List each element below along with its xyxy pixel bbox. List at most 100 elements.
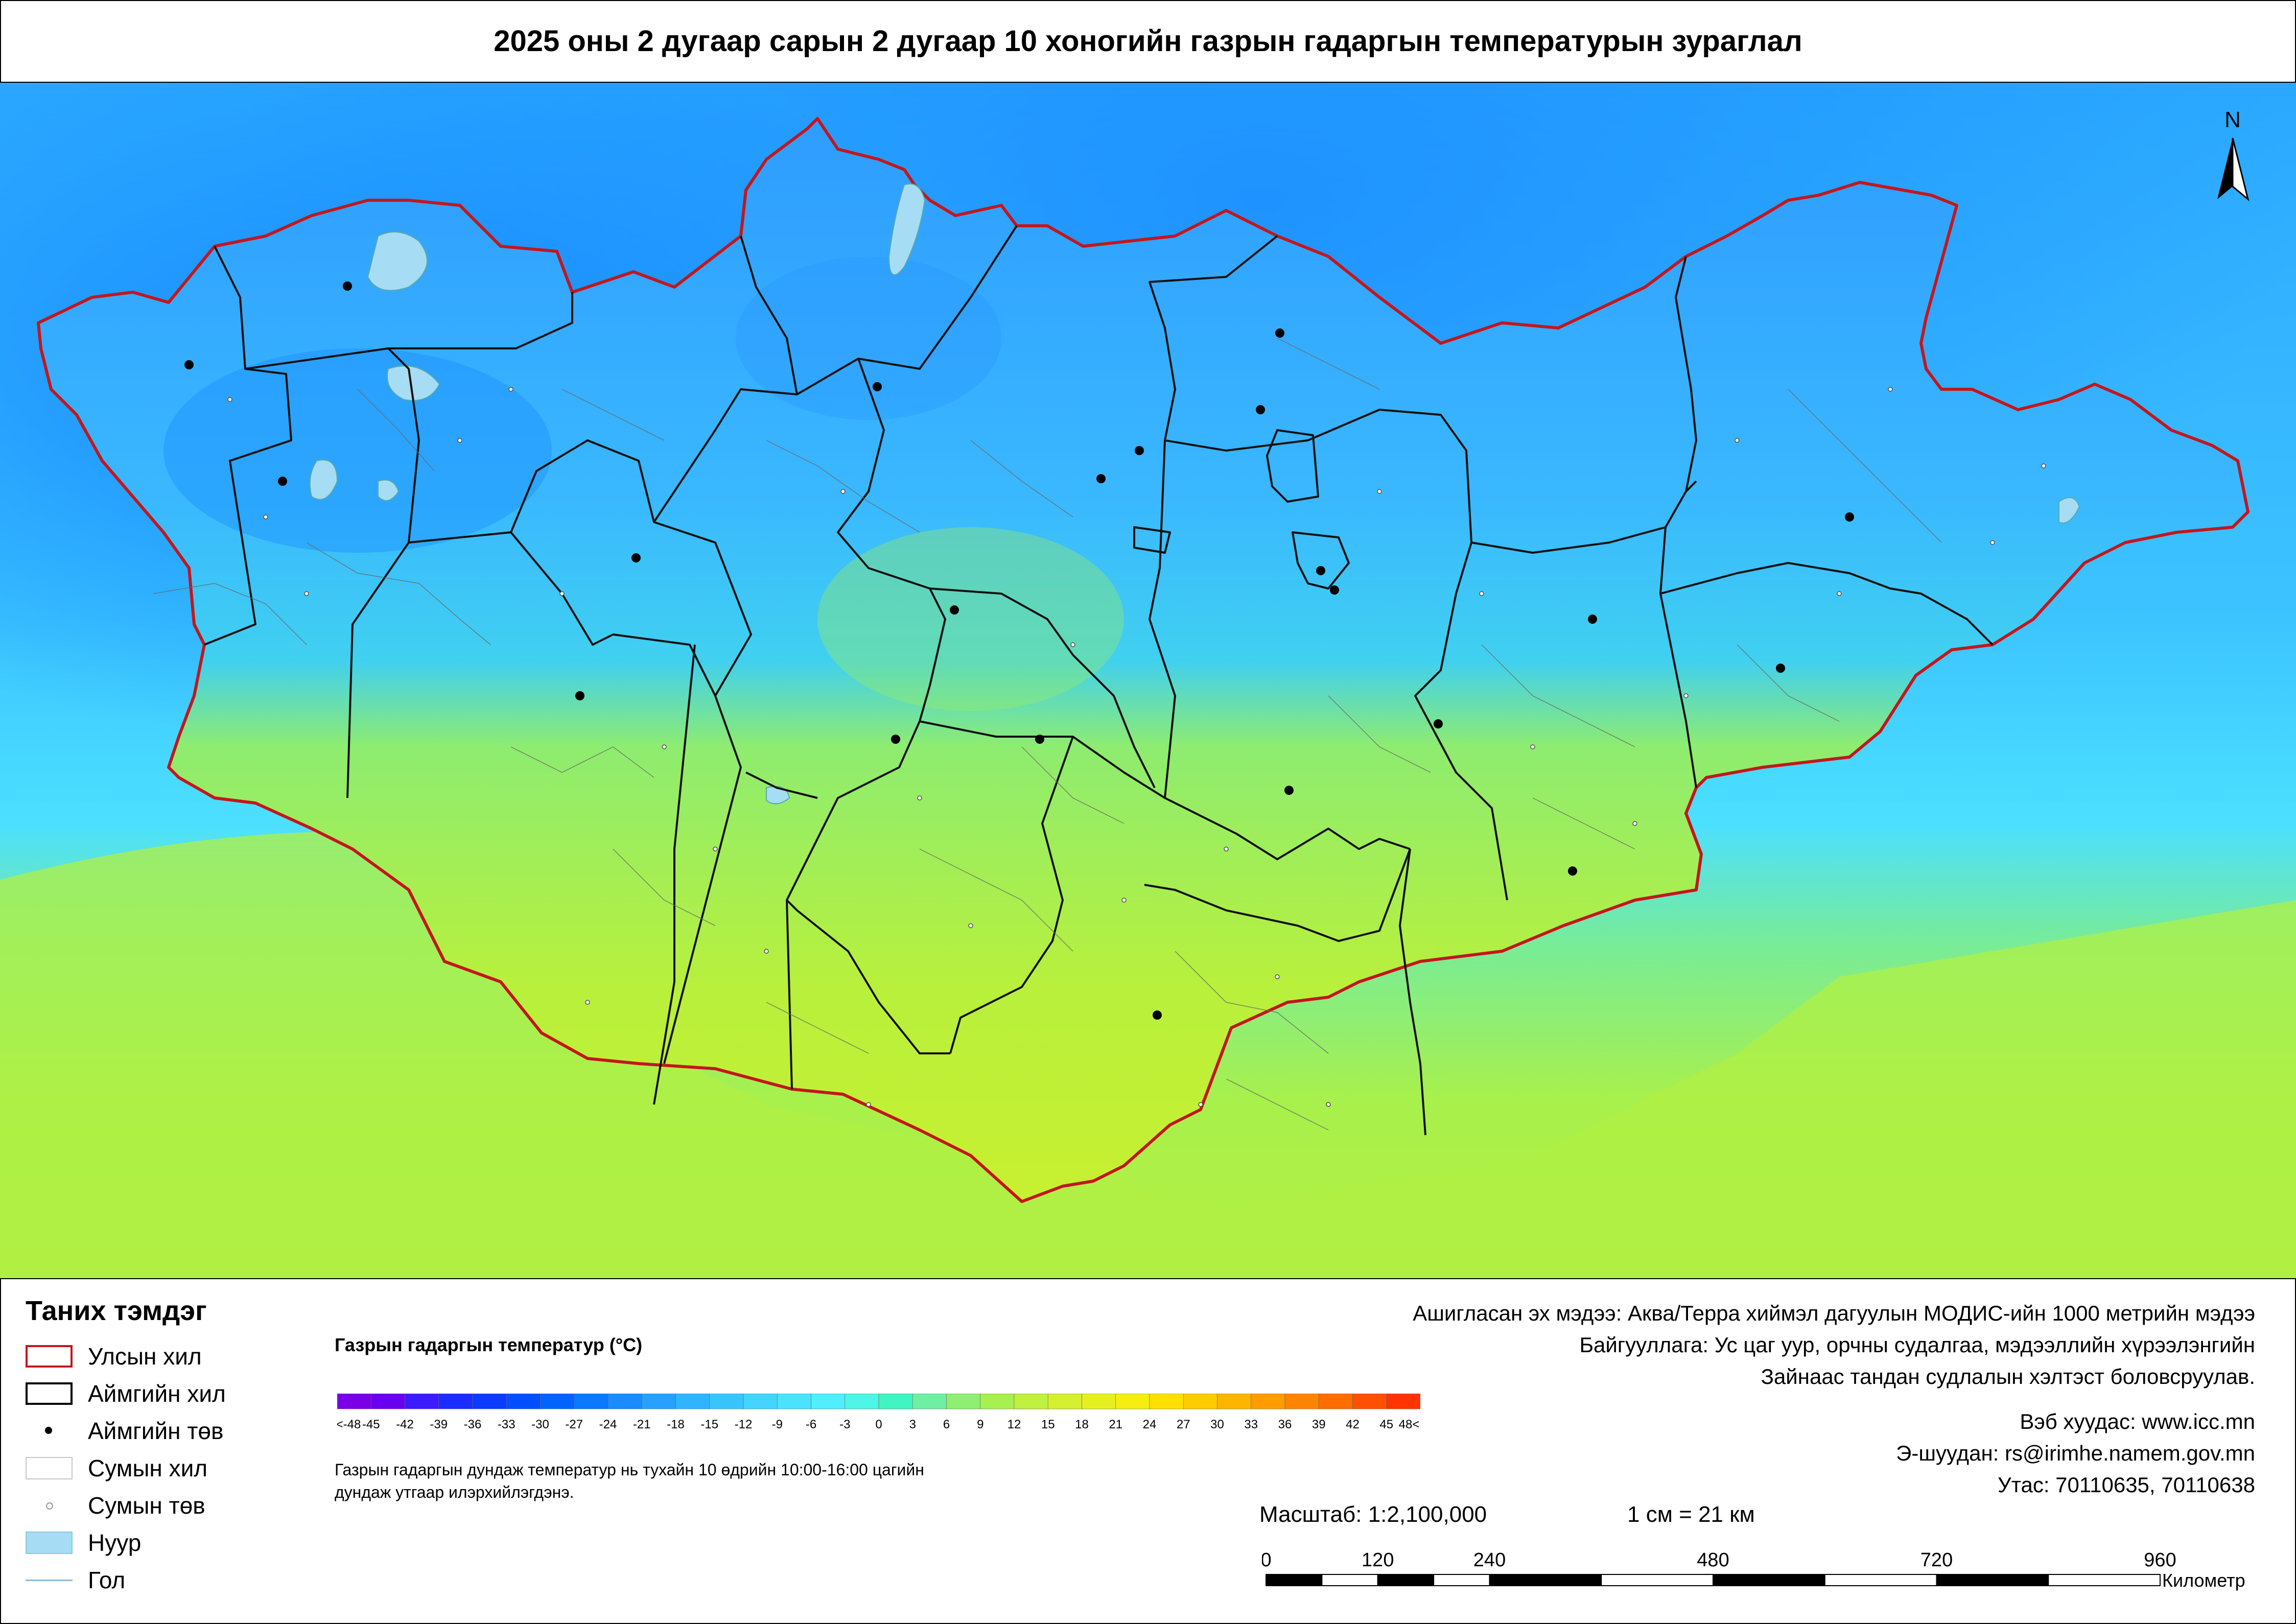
ramp-swatch <box>709 1394 744 1409</box>
ramp-tick-label: 3 <box>909 1418 916 1431</box>
province-center <box>1284 786 1294 795</box>
province-center <box>1035 735 1044 744</box>
ramp-swatch <box>370 1394 405 1409</box>
province-center <box>1096 474 1106 483</box>
scale-segment <box>1489 1574 1602 1586</box>
ramp-tick-label: 30 <box>1210 1418 1224 1431</box>
ramp-tick-label: 12 <box>1008 1418 1021 1431</box>
province-center <box>1275 328 1284 338</box>
province-center <box>1330 585 1339 595</box>
ramp-swatch <box>912 1394 947 1409</box>
ramp-tick-label: -6 <box>806 1418 816 1431</box>
scale-segment <box>2048 1574 2161 1586</box>
legend-item-province-center: Аймгийн төв <box>26 1416 223 1446</box>
ramp-swatch <box>1082 1394 1116 1409</box>
lake <box>367 231 428 291</box>
data-source: Ашигласан эх мэдээ: Аква/Терра хиймэл да… <box>1233 1298 2255 1393</box>
color-ramp-title: Газрын гадаргын температур (°C) <box>335 1334 643 1355</box>
warm-region-south <box>0 832 2296 1278</box>
ramp-tick-label: -12 <box>735 1418 753 1431</box>
ramp-swatch <box>438 1394 473 1409</box>
scale-unit: Километр <box>2162 1570 2245 1591</box>
soum-center-swatch <box>26 1494 73 1517</box>
color-ramp: <-48 -45 -42 -39 -36 -33 -30 -27 -24 -21 -18 -15 -12… <box>337 1394 1420 1431</box>
ramp-swatch <box>337 1394 371 1409</box>
scale-segment <box>1936 1574 2049 1586</box>
province-center <box>1776 664 1785 673</box>
ramp-swatch <box>777 1394 811 1409</box>
temperature-map <box>0 83 2296 1279</box>
ramp-tick-label: -21 <box>633 1418 651 1431</box>
lake <box>378 479 400 501</box>
legend-label: Сумын төв <box>88 1492 205 1519</box>
province-center-swatch <box>26 1420 73 1442</box>
ramp-tick-label: 39 <box>1312 1418 1326 1431</box>
map-title: 2025 оны 2 дугаар сарын 2 дугаар 10 хоно… <box>0 0 2296 83</box>
lake <box>2058 497 2080 524</box>
legend-item-river: Гол <box>26 1565 125 1595</box>
scale-segment <box>1321 1574 1378 1586</box>
legend-item-province-border: Аймгийн хил <box>26 1378 226 1409</box>
ramp-swatch <box>1014 1394 1048 1409</box>
cold-patch-altai <box>163 348 552 553</box>
province-center <box>575 691 584 700</box>
ramp-swatch <box>743 1394 778 1409</box>
warm-patch-khangai <box>817 527 1124 711</box>
ramp-tick-label: -33 <box>498 1418 516 1431</box>
state-border-swatch <box>26 1345 73 1368</box>
ramp-swatch <box>1047 1394 1082 1409</box>
cold-patch-khuvsgul <box>736 256 1001 420</box>
scale-tick-label: 480 <box>1697 1549 1729 1571</box>
province-center <box>278 477 287 486</box>
province-center <box>1135 446 1144 455</box>
province-center <box>1434 719 1443 728</box>
ramp-tick-label: -24 <box>599 1418 617 1431</box>
scale-segment <box>1601 1574 1714 1586</box>
legend-item-soum-border: Сумын хил <box>26 1453 207 1484</box>
ramp-tick-label: 9 <box>977 1418 983 1431</box>
scale-segment <box>1266 1574 1323 1586</box>
ramp-tick-label: -3 <box>839 1418 850 1431</box>
contact-email: Э-шуудан: rs@irimhe.namem.gov.mn <box>1896 1441 2255 1465</box>
scale-tick-label: 960 <box>2144 1549 2176 1571</box>
legend-label: Аймгийн хил <box>88 1380 226 1407</box>
lake-swatch <box>26 1532 73 1554</box>
province-center <box>1845 512 1854 522</box>
lake <box>766 786 790 805</box>
ramp-swatch <box>675 1394 710 1409</box>
ramp-swatch <box>946 1394 981 1409</box>
ramp-tick-label: 24 <box>1143 1418 1157 1431</box>
ramp-tick-label: -45 <box>362 1418 380 1431</box>
province-borders <box>204 225 1994 1136</box>
ramp-swatch <box>1251 1394 1285 1409</box>
ramp-swatch <box>641 1394 676 1409</box>
ramp-tick-label: -39 <box>430 1418 448 1431</box>
scale-tick-label: 720 <box>1920 1549 1953 1571</box>
province-center <box>631 553 641 562</box>
ramp-swatch <box>980 1394 1015 1409</box>
ramp-tick-label: -27 <box>565 1418 583 1431</box>
legend-label: Гол <box>88 1567 126 1593</box>
ramp-tick-label: 6 <box>943 1418 950 1431</box>
ramp-swatch <box>472 1394 507 1409</box>
source-line-1: Ашигласан эх мэдээ: Аква/Терра хиймэл да… <box>1413 1301 2255 1325</box>
ramp-tick-label: 48< <box>1399 1418 1420 1431</box>
river-swatch <box>26 1569 73 1591</box>
legend-title: Таних тэмдэг <box>26 1296 207 1326</box>
contact-info: Вэб хуудас: www.icc.mn Э-шуудан: rs@irim… <box>1642 1406 2255 1501</box>
source-line-2: Байгууллага: Ус цаг уур, орчны судалгаа,… <box>1579 1333 2255 1357</box>
ramp-tick-label: -15 <box>700 1418 718 1431</box>
ramp-tick-label: 27 <box>1177 1418 1190 1431</box>
province-center <box>1316 566 1325 575</box>
scale-ratio: Масштаб: 1:2,100,000 <box>1259 1502 1487 1527</box>
ramp-tick-label: 33 <box>1244 1418 1258 1431</box>
lake <box>309 459 338 500</box>
ramp-swatch <box>1386 1394 1420 1409</box>
contact-web: Вэб хуудас: www.icc.mn <box>2020 1409 2255 1433</box>
ramp-swatch <box>607 1394 642 1409</box>
ramp-swatch <box>1115 1394 1150 1409</box>
source-line-3: Зайнаас тандан судлалын хэлтэст боловсру… <box>1761 1364 2255 1388</box>
legend-label: Аймгийн төв <box>88 1418 224 1444</box>
province-center <box>891 735 900 744</box>
